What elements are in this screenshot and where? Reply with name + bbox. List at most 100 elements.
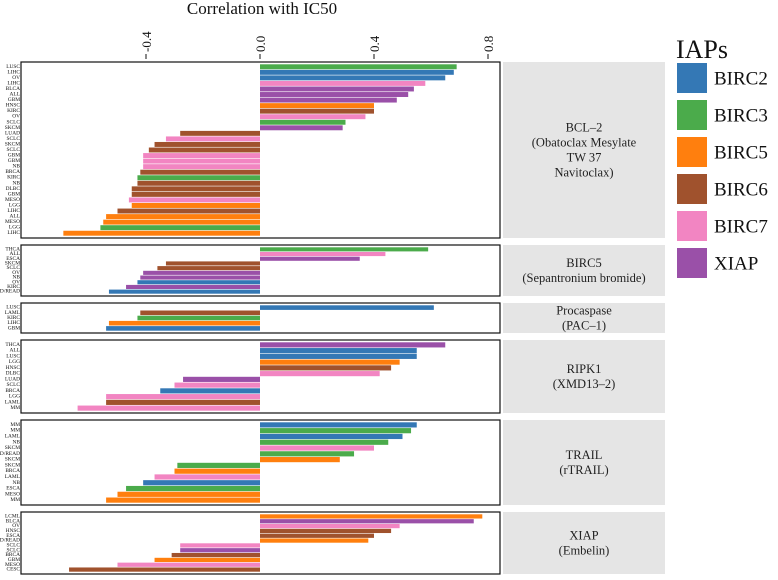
bar: [131, 203, 260, 208]
strip-label: Procaspase: [556, 304, 612, 318]
bar: [260, 528, 392, 534]
bar: [260, 519, 474, 524]
bar: [180, 543, 260, 548]
bar-label: LUSC: [6, 305, 20, 311]
bar: [165, 136, 260, 142]
panel: LUSCLIHCOVLIHCBLCAALLGBMHNSCKIRCOVSCLCSK…: [5, 61, 665, 239]
strip-label: RIPK1: [567, 362, 602, 376]
bar: [180, 130, 260, 136]
bar-label: MM: [10, 422, 20, 428]
bar-label: NB: [13, 164, 21, 170]
panels: LUSCLIHCOVLIHCBLCAALLGBMHNSCKIRCOVSCLCSK…: [0, 61, 665, 575]
bar-label: LIHC: [7, 320, 20, 326]
panel-strip: [503, 245, 665, 296]
bar: [260, 342, 446, 348]
bar-label: LUAD: [5, 130, 20, 136]
legend-swatch: [677, 211, 707, 241]
bar: [260, 69, 454, 75]
bar: [171, 552, 260, 558]
bar-label: OV: [12, 270, 20, 276]
bar-label: MM: [10, 497, 20, 503]
legend-label: BIRC2: [714, 69, 768, 90]
bar-label: COAD/READ: [0, 289, 20, 295]
bar: [260, 80, 426, 86]
bar: [154, 557, 260, 563]
bar-label: KIRC: [7, 175, 20, 181]
bar-label: LIHC: [7, 208, 20, 214]
bar: [260, 523, 400, 529]
strip-label: TRAIL: [566, 448, 603, 462]
bar-label: SCLC: [7, 119, 21, 125]
bar-label: LIHC: [7, 69, 20, 75]
legend: IAPs BIRC2 BIRC3 BIRC5 BIRC6 BIRC7 XIAP: [676, 35, 768, 278]
bar-label: THCA: [5, 342, 20, 348]
bar-label: SKCM: [5, 260, 20, 266]
bar-label: NB: [13, 275, 21, 281]
bar-label: MESO: [5, 219, 20, 225]
bar-label: LIHC: [7, 80, 20, 86]
bar-label: HNSC: [6, 365, 21, 371]
bar-label: KIRC: [7, 284, 20, 290]
bar-label: GBM: [8, 557, 20, 563]
bar: [260, 348, 417, 354]
bar: [143, 164, 260, 170]
bar-label: DLBC: [6, 371, 21, 377]
bar-label: ESCA: [6, 533, 20, 539]
panel-strip: [503, 303, 665, 333]
bar: [106, 214, 260, 220]
bar-label: KIRC: [7, 108, 20, 114]
bar-label: LIHC: [7, 230, 20, 236]
legend-label: BIRC5: [714, 143, 768, 164]
bar-label: GBM: [8, 191, 20, 197]
strip-label: XIAP: [569, 529, 598, 543]
strip-label: (rTRAIL): [559, 463, 608, 477]
panel-strip: [503, 62, 665, 238]
bar: [106, 326, 260, 331]
bar-label: THCA: [5, 246, 20, 252]
legend-swatch: [677, 248, 707, 278]
bar: [260, 75, 446, 81]
bar-label: LGG: [9, 202, 20, 208]
bar: [260, 256, 360, 261]
bar-label: MESO: [5, 491, 20, 497]
bar: [260, 433, 403, 440]
bar-label: SCLC: [7, 147, 21, 153]
bar-label: SCLC: [7, 136, 21, 142]
bar-label: OV: [12, 279, 20, 285]
legend-title: IAPs: [676, 35, 728, 64]
bar-label: SCLC: [7, 382, 21, 388]
x-tick-label: 0.4: [367, 35, 382, 52]
bar-label: MESO: [5, 562, 20, 568]
bar-label: LAML: [5, 433, 20, 439]
bar: [260, 359, 400, 365]
x-tick-label: -0.4: [139, 31, 154, 52]
bar-label: LUSC: [6, 64, 20, 70]
bar: [63, 230, 260, 236]
bar-label: GBM: [8, 325, 20, 331]
bar: [260, 108, 374, 114]
bar-label: BRCA: [5, 468, 20, 474]
bar-label: BLCA: [6, 518, 20, 524]
bar: [108, 289, 260, 294]
legend-label: BIRC6: [714, 180, 768, 201]
bar: [260, 445, 374, 451]
bar: [260, 119, 346, 125]
bar-label: LGG: [9, 359, 20, 365]
bar: [100, 225, 261, 231]
bar-label: SKCM: [5, 141, 20, 147]
panel-strip: [503, 420, 665, 505]
bar: [260, 439, 389, 445]
bar: [260, 428, 412, 434]
strip-label: (XMD13–2): [553, 377, 616, 391]
bar: [260, 371, 380, 377]
bar: [143, 480, 260, 486]
bar: [183, 376, 260, 382]
panel-border: [20, 511, 501, 575]
bar: [103, 219, 260, 225]
bar-label: LCML: [5, 513, 20, 519]
bar: [143, 158, 260, 164]
panel-strip: [503, 340, 665, 413]
bar: [154, 474, 260, 480]
bar: [260, 514, 483, 519]
